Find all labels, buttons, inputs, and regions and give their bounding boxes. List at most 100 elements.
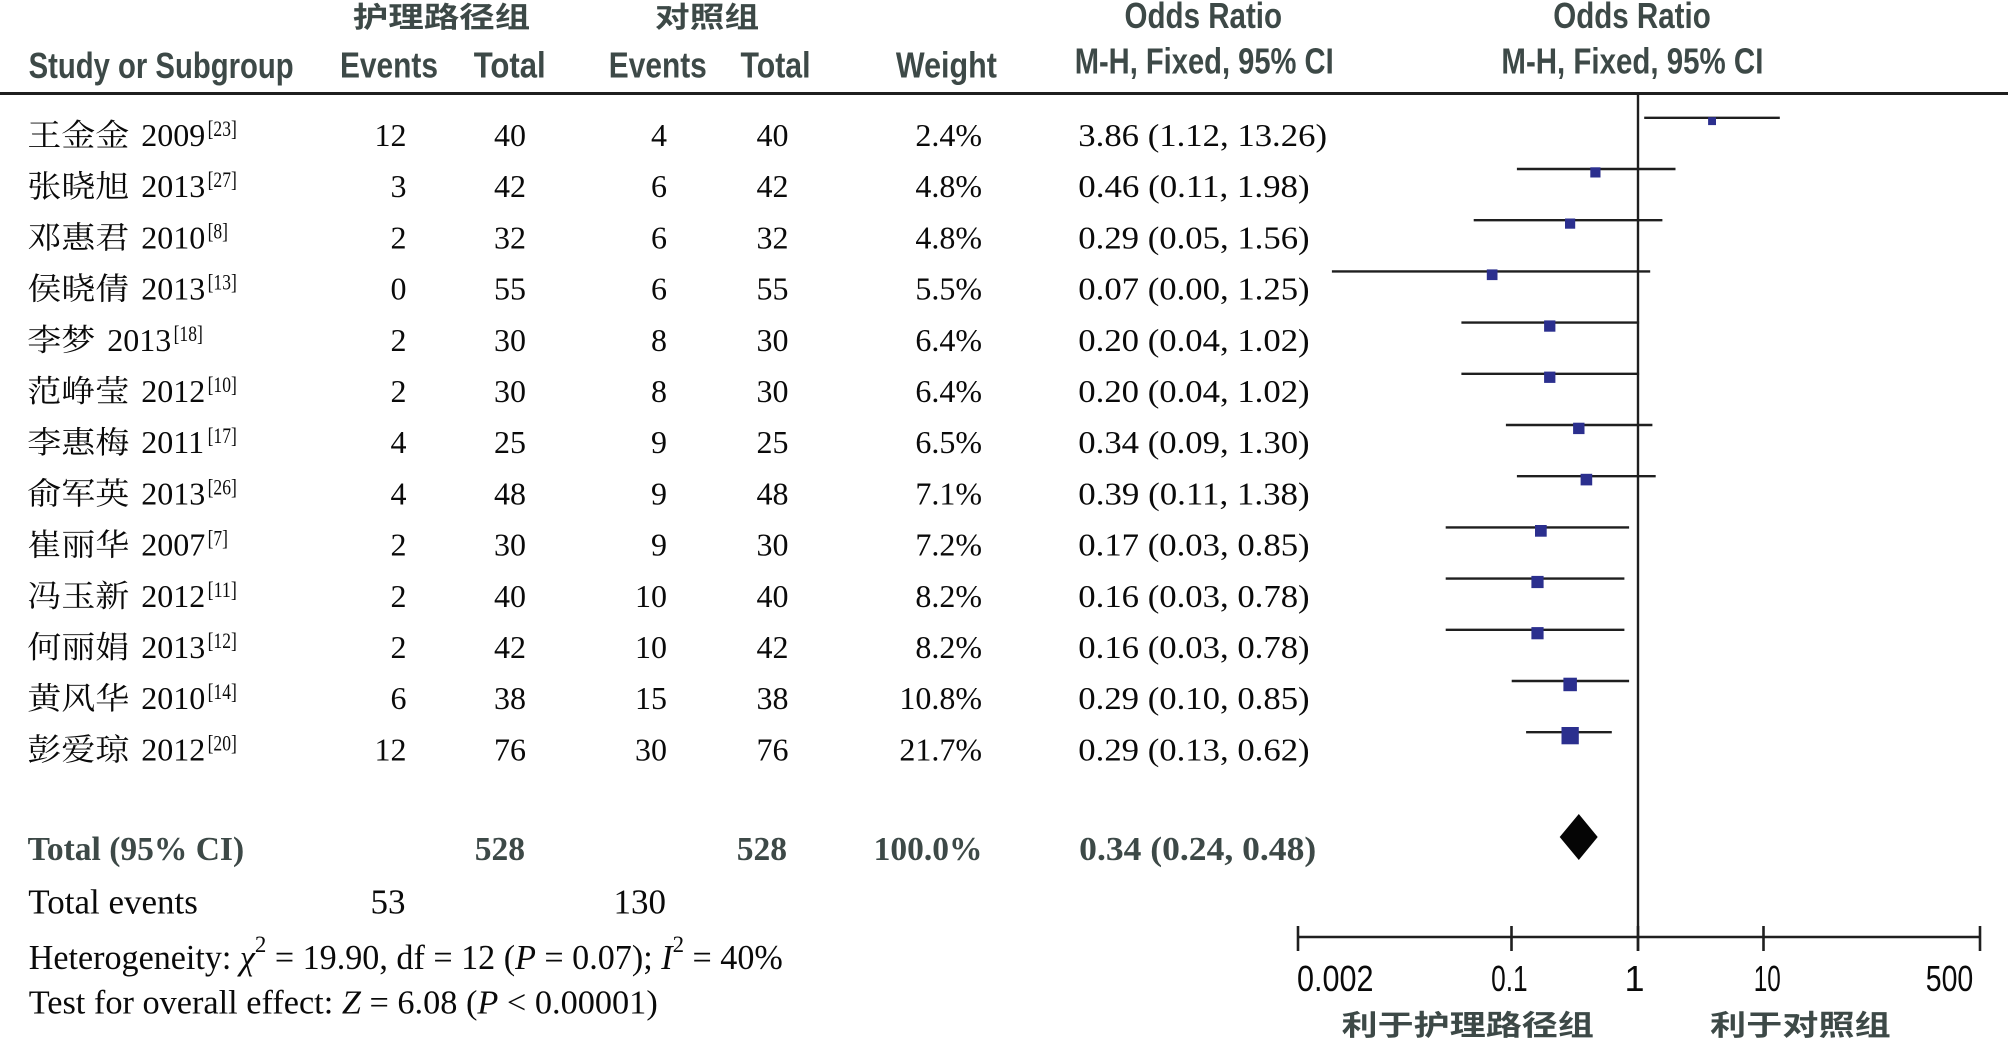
svg-text:5.5%: 5.5% (915, 271, 982, 307)
svg-text:40: 40 (757, 578, 789, 614)
svg-text:Total (95% CI): Total (95% CI) (28, 831, 245, 868)
svg-text:[12]: [12] (208, 628, 237, 653)
svg-text:0.002: 0.002 (1297, 958, 1374, 999)
svg-text:10: 10 (635, 629, 667, 665)
svg-text:2: 2 (391, 527, 407, 563)
svg-text:0.16 (0.03, 0.78): 0.16 (0.03, 0.78) (1078, 578, 1309, 614)
svg-text:6: 6 (651, 219, 667, 255)
svg-text:40: 40 (494, 117, 526, 153)
svg-text:2: 2 (391, 219, 407, 255)
svg-text:7.2%: 7.2% (915, 527, 982, 563)
svg-text:2012: 2012 (141, 373, 205, 409)
svg-text:9: 9 (651, 424, 667, 460)
svg-text:2012: 2012 (141, 731, 205, 767)
svg-text:42: 42 (494, 629, 526, 665)
svg-text:2013: 2013 (141, 475, 205, 511)
svg-text:4: 4 (391, 475, 407, 511)
svg-text:0.29 (0.13, 0.62): 0.29 (0.13, 0.62) (1078, 731, 1309, 767)
svg-text:9: 9 (651, 475, 667, 511)
svg-text:[17]: [17] (208, 423, 237, 448)
svg-text:8: 8 (651, 373, 667, 409)
svg-text:0.34 (0.24, 0.48): 0.34 (0.24, 0.48) (1079, 831, 1316, 868)
svg-text:10: 10 (1754, 958, 1781, 999)
svg-text:10: 10 (635, 578, 667, 614)
svg-text:Total events: Total events (28, 883, 198, 922)
svg-text:2007: 2007 (141, 527, 205, 563)
svg-text:42: 42 (494, 168, 526, 204)
svg-text:6: 6 (651, 168, 667, 204)
svg-text:528: 528 (737, 831, 787, 868)
svg-text:[8]: [8] (208, 218, 228, 243)
svg-text:8: 8 (651, 322, 667, 358)
svg-text:0.16 (0.03, 0.78): 0.16 (0.03, 0.78) (1078, 629, 1309, 665)
svg-text:38: 38 (494, 680, 526, 716)
svg-text:6: 6 (391, 680, 407, 716)
svg-text:100.0%: 100.0% (874, 831, 983, 868)
svg-text:4: 4 (651, 117, 667, 153)
svg-text:0.20 (0.04, 1.02): 0.20 (0.04, 1.02) (1078, 373, 1309, 409)
svg-text:4.8%: 4.8% (915, 219, 982, 255)
svg-text:0.29 (0.05, 1.56): 0.29 (0.05, 1.56) (1078, 219, 1309, 255)
svg-text:0.17 (0.03, 0.85): 0.17 (0.03, 0.85) (1078, 527, 1309, 563)
svg-text:2010: 2010 (141, 680, 205, 716)
svg-text:2010: 2010 (141, 219, 205, 255)
svg-text:[23]: [23] (208, 116, 237, 141)
svg-text:15: 15 (635, 680, 667, 716)
svg-text:2009: 2009 (141, 117, 205, 153)
svg-text:40: 40 (757, 117, 789, 153)
svg-text:48: 48 (494, 475, 526, 511)
svg-text:30: 30 (757, 373, 789, 409)
svg-text:Study or Subgroup: Study or Subgroup (29, 45, 294, 86)
svg-text:53: 53 (371, 883, 406, 922)
svg-text:Events: Events (609, 45, 707, 86)
svg-text:2013: 2013 (141, 168, 205, 204)
svg-text:4: 4 (391, 424, 407, 460)
svg-text:32: 32 (494, 219, 526, 255)
svg-text:38: 38 (757, 680, 789, 716)
svg-text:M-H, Fixed, 95% CI: M-H, Fixed, 95% CI (1501, 41, 1763, 82)
svg-text:8.2%: 8.2% (915, 629, 982, 665)
svg-text:42: 42 (757, 629, 789, 665)
svg-text:2: 2 (391, 373, 407, 409)
svg-text:Total: Total (741, 45, 811, 86)
svg-text:[14]: [14] (208, 679, 237, 704)
svg-text:10.8%: 10.8% (899, 680, 982, 716)
svg-text:40: 40 (494, 578, 526, 614)
svg-text:0.20 (0.04, 1.02): 0.20 (0.04, 1.02) (1078, 322, 1309, 358)
svg-text:4.8%: 4.8% (915, 168, 982, 204)
svg-text:[20]: [20] (208, 730, 237, 755)
svg-text:2013: 2013 (107, 322, 171, 358)
svg-text:2013: 2013 (141, 629, 205, 665)
svg-text:[11]: [11] (208, 577, 237, 602)
svg-text:0.07 (0.00, 1.25): 0.07 (0.00, 1.25) (1078, 271, 1309, 307)
svg-text:Odds Ratio: Odds Ratio (1553, 0, 1711, 36)
svg-text:0: 0 (391, 271, 407, 307)
svg-text:8.2%: 8.2% (915, 578, 982, 614)
svg-text:Test for overall effect: Z = 6: Test for overall effect: Z = 6.08 (P < 0… (29, 984, 658, 1022)
svg-text:2: 2 (391, 629, 407, 665)
svg-text:21.7%: 21.7% (899, 731, 982, 767)
svg-text:3.86 (1.12, 13.26): 3.86 (1.12, 13.26) (1078, 117, 1327, 153)
svg-text:55: 55 (757, 271, 789, 307)
svg-text:3: 3 (391, 168, 407, 204)
svg-text:6.5%: 6.5% (915, 424, 982, 460)
svg-text:[10]: [10] (208, 372, 237, 397)
svg-text:9: 9 (651, 527, 667, 563)
svg-text:500: 500 (1926, 958, 1974, 999)
svg-text:2.4%: 2.4% (915, 117, 982, 153)
svg-text:2: 2 (391, 578, 407, 614)
svg-text:30: 30 (494, 527, 526, 563)
svg-text:30: 30 (757, 322, 789, 358)
svg-text:528: 528 (475, 831, 525, 868)
svg-text:30: 30 (635, 731, 667, 767)
svg-text:0.34 (0.09, 1.30): 0.34 (0.09, 1.30) (1078, 424, 1309, 460)
svg-text:130: 130 (614, 883, 667, 922)
svg-text:2013: 2013 (141, 271, 205, 307)
svg-text:[7]: [7] (208, 526, 228, 551)
svg-text:[26]: [26] (208, 474, 237, 499)
svg-text:[18]: [18] (174, 321, 203, 346)
svg-text:55: 55 (494, 271, 526, 307)
svg-text:Events: Events (340, 45, 438, 86)
svg-text:2011: 2011 (141, 424, 204, 460)
svg-text:12: 12 (375, 731, 407, 767)
